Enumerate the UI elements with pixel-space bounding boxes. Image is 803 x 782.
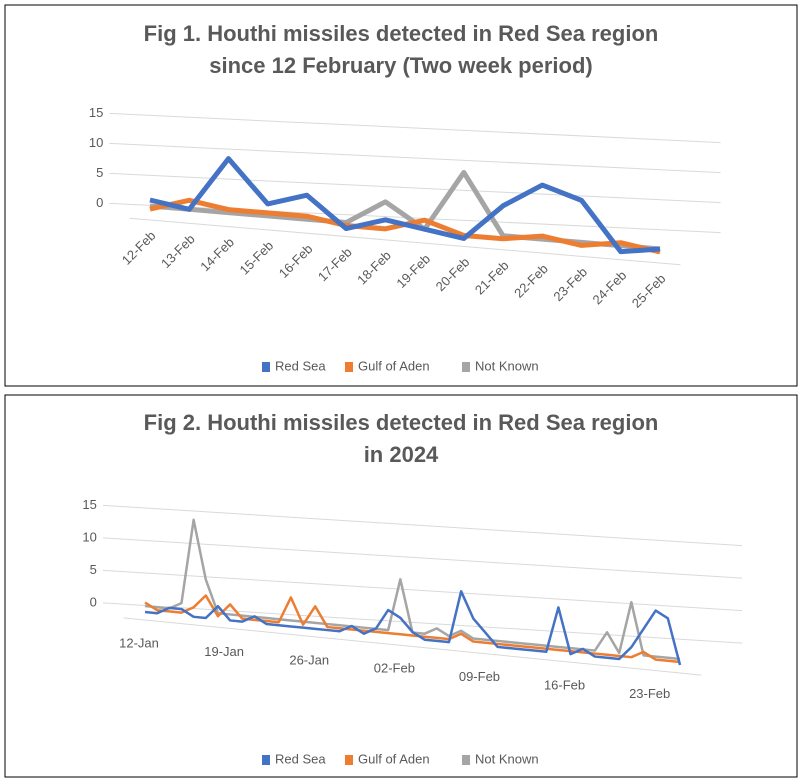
legend-swatch: [345, 755, 353, 765]
legend-swatch: [462, 362, 470, 372]
grid-line: [102, 504, 743, 547]
legend-label: Gulf of Aden: [358, 751, 430, 766]
x-tick-label: 16-Feb: [544, 678, 585, 693]
grid-line: [102, 602, 743, 644]
chart-title: in 2024: [364, 442, 439, 467]
grid-line: [109, 142, 721, 174]
chart-frame: [4, 4, 798, 387]
y-tick-label: 10: [82, 529, 96, 544]
chart-title: Fig 2. Houthi missiles detected in Red S…: [144, 410, 659, 435]
grid-line: [109, 112, 721, 144]
grid-line: [102, 569, 743, 612]
y-tick-label: 10: [89, 135, 103, 150]
legend-swatch: [262, 755, 270, 765]
series-line: [144, 590, 682, 666]
x-tick-label: 23-Feb: [629, 686, 670, 701]
x-tick-label: 09-Feb: [459, 669, 500, 684]
legend-swatch: [462, 755, 470, 765]
x-axis: [123, 617, 702, 676]
x-tick-label: 26-Jan: [289, 652, 329, 667]
legend-swatch: [345, 362, 353, 372]
y-tick-label: 15: [89, 105, 103, 120]
grid-line: [109, 202, 721, 234]
y-tick-label: 5: [90, 562, 97, 577]
legend-label: Red Sea: [275, 751, 326, 766]
x-axis: [129, 217, 681, 266]
y-tick-label: 15: [82, 497, 96, 512]
legend-label: Gulf of Aden: [358, 358, 430, 373]
legend-label: Red Sea: [275, 358, 326, 373]
legend-label: Not Known: [475, 751, 539, 766]
series-line: [149, 156, 661, 255]
chart-title: since 12 February (Two week period): [209, 53, 593, 78]
x-tick-label: 19-Jan: [204, 644, 244, 659]
legend-swatch: [262, 362, 270, 372]
x-tick-label: 02-Feb: [374, 661, 415, 676]
chart-title: Fig 1. Houthi missiles detected in Red S…: [144, 21, 659, 46]
y-tick-label: 5: [96, 165, 103, 180]
y-tick-label: 0: [90, 594, 97, 609]
legend-label: Not Known: [475, 358, 539, 373]
x-tick-label: 12-Jan: [119, 635, 159, 650]
grid-line: [102, 537, 743, 579]
y-tick-label: 0: [96, 195, 103, 210]
